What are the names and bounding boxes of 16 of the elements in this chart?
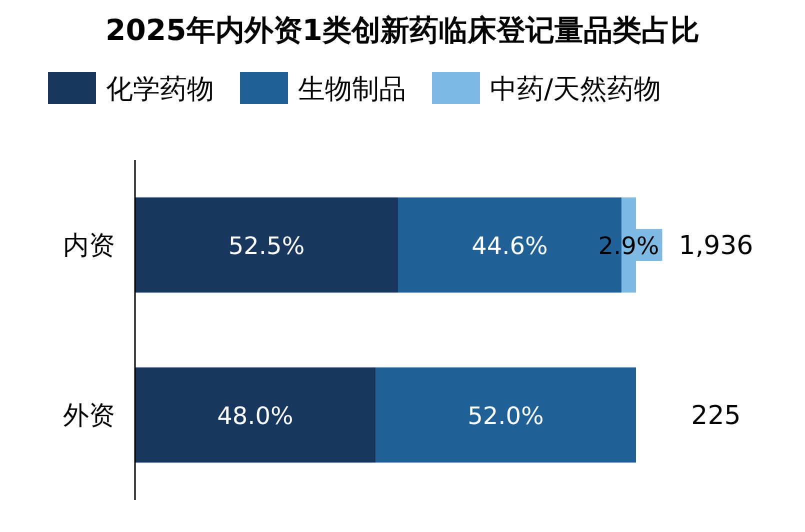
y-tick-label: 内资 bbox=[63, 231, 115, 261]
data-label: 52.0% bbox=[468, 402, 544, 430]
bar bbox=[135, 197, 398, 293]
data-label: 48.0% bbox=[217, 402, 294, 430]
data-label: 44.6% bbox=[472, 232, 548, 260]
legend-label: 化学药物 bbox=[106, 74, 214, 105]
text: 225 bbox=[691, 401, 741, 431]
text: 1,936 bbox=[678, 231, 754, 261]
chart-title: 2025年内外资1类创新药临床登记量品类占比 bbox=[106, 13, 700, 47]
data-label: 2.9% bbox=[598, 232, 660, 260]
bar bbox=[135, 367, 376, 463]
data-label: 52.5% bbox=[228, 232, 305, 260]
bar bbox=[375, 367, 636, 463]
y-tick-label: 外资 bbox=[63, 401, 115, 431]
legend-label: 中药/天然药物 bbox=[490, 74, 662, 105]
legend-label: 生物制品 bbox=[298, 74, 406, 105]
